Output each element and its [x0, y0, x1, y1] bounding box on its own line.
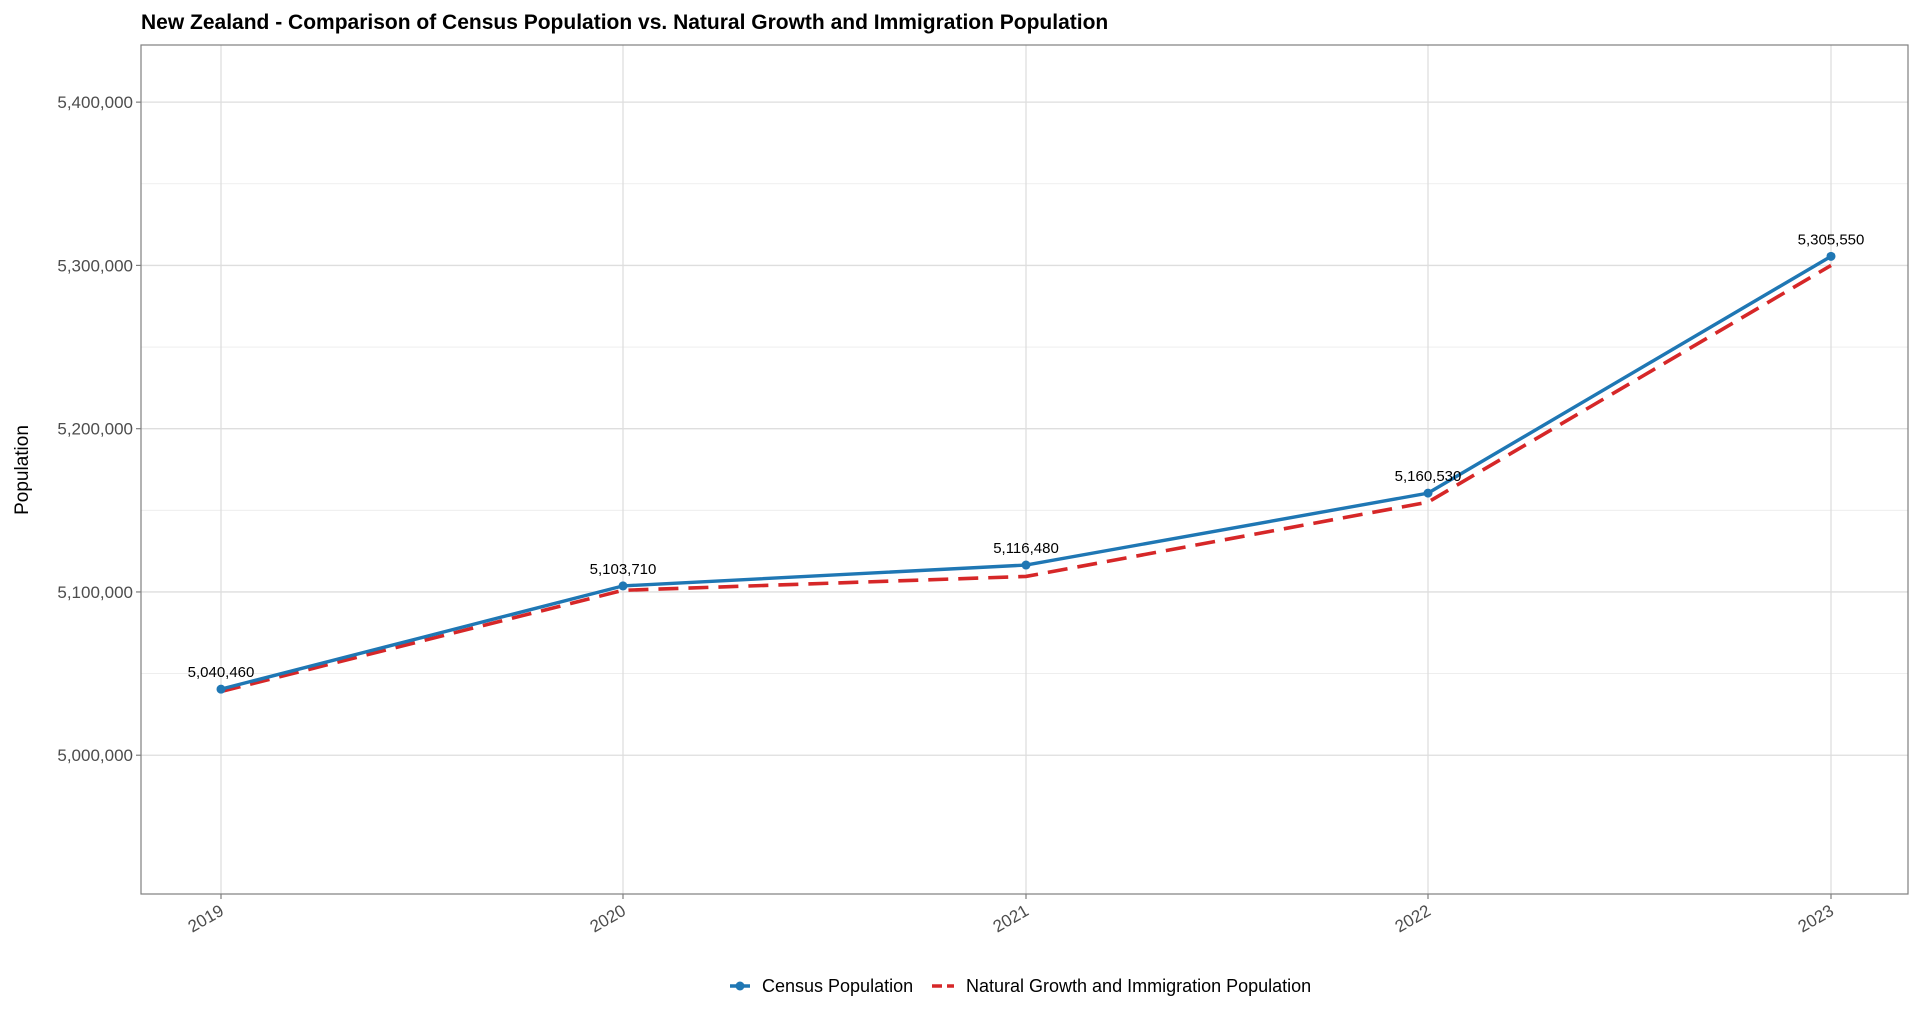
legend-label-census: Census Population [762, 976, 913, 996]
plot-panel-border [140, 44, 1909, 895]
x-tick-label: 2021 [990, 901, 1032, 936]
y-axis-ticks: 5,000,000 5,100,000 5,200,000 5,300,000 5,40… [57, 93, 141, 765]
data-label-census: 5,160,530 [1395, 468, 1462, 485]
y-tick-label: 5,100,000 [57, 583, 133, 602]
y-tick-label: 5,200,000 [57, 420, 133, 439]
data-point-census [618, 581, 628, 591]
data-label-census: 5,116,480 [993, 540, 1059, 557]
legend-label-natural-growth: Natural Growth and Immigration Populatio… [966, 976, 1311, 996]
x-tick-label: 2019 [185, 901, 227, 936]
chart-title: New Zealand - Comparison of Census Popul… [141, 11, 1108, 34]
y-tick-label: 5,400,000 [57, 93, 133, 112]
legend: Census Population Natural Growth and Immi… [730, 976, 1311, 996]
data-labels-layer: 5,040,460 5,103,710 5,116,480 5,160,530 5,30… [188, 231, 1865, 681]
x-tick-label: 2022 [1392, 901, 1434, 936]
x-tick-label: 2020 [587, 901, 629, 936]
data-point-census [1021, 560, 1031, 570]
x-axis-ticks: 2019 2020 2021 2022 2023 [185, 894, 1837, 936]
data-label-census: 5,305,550 [1798, 231, 1865, 248]
series-line-natural-growth [220, 263, 1832, 694]
y-axis-label: Population [12, 425, 33, 515]
legend-key-census-point [735, 981, 745, 991]
data-point-census [216, 684, 226, 694]
grid [141, 45, 1908, 894]
data-point-census [1826, 251, 1836, 261]
y-tick-label: 5,300,000 [57, 256, 133, 275]
data-label-census: 5,040,460 [188, 664, 255, 681]
data-label-census: 5,103,710 [590, 561, 657, 578]
y-tick-label: 5,000,000 [57, 746, 133, 765]
series-layer [216, 251, 1836, 694]
data-point-census [1423, 488, 1433, 498]
x-tick-label: 2023 [1795, 901, 1837, 936]
